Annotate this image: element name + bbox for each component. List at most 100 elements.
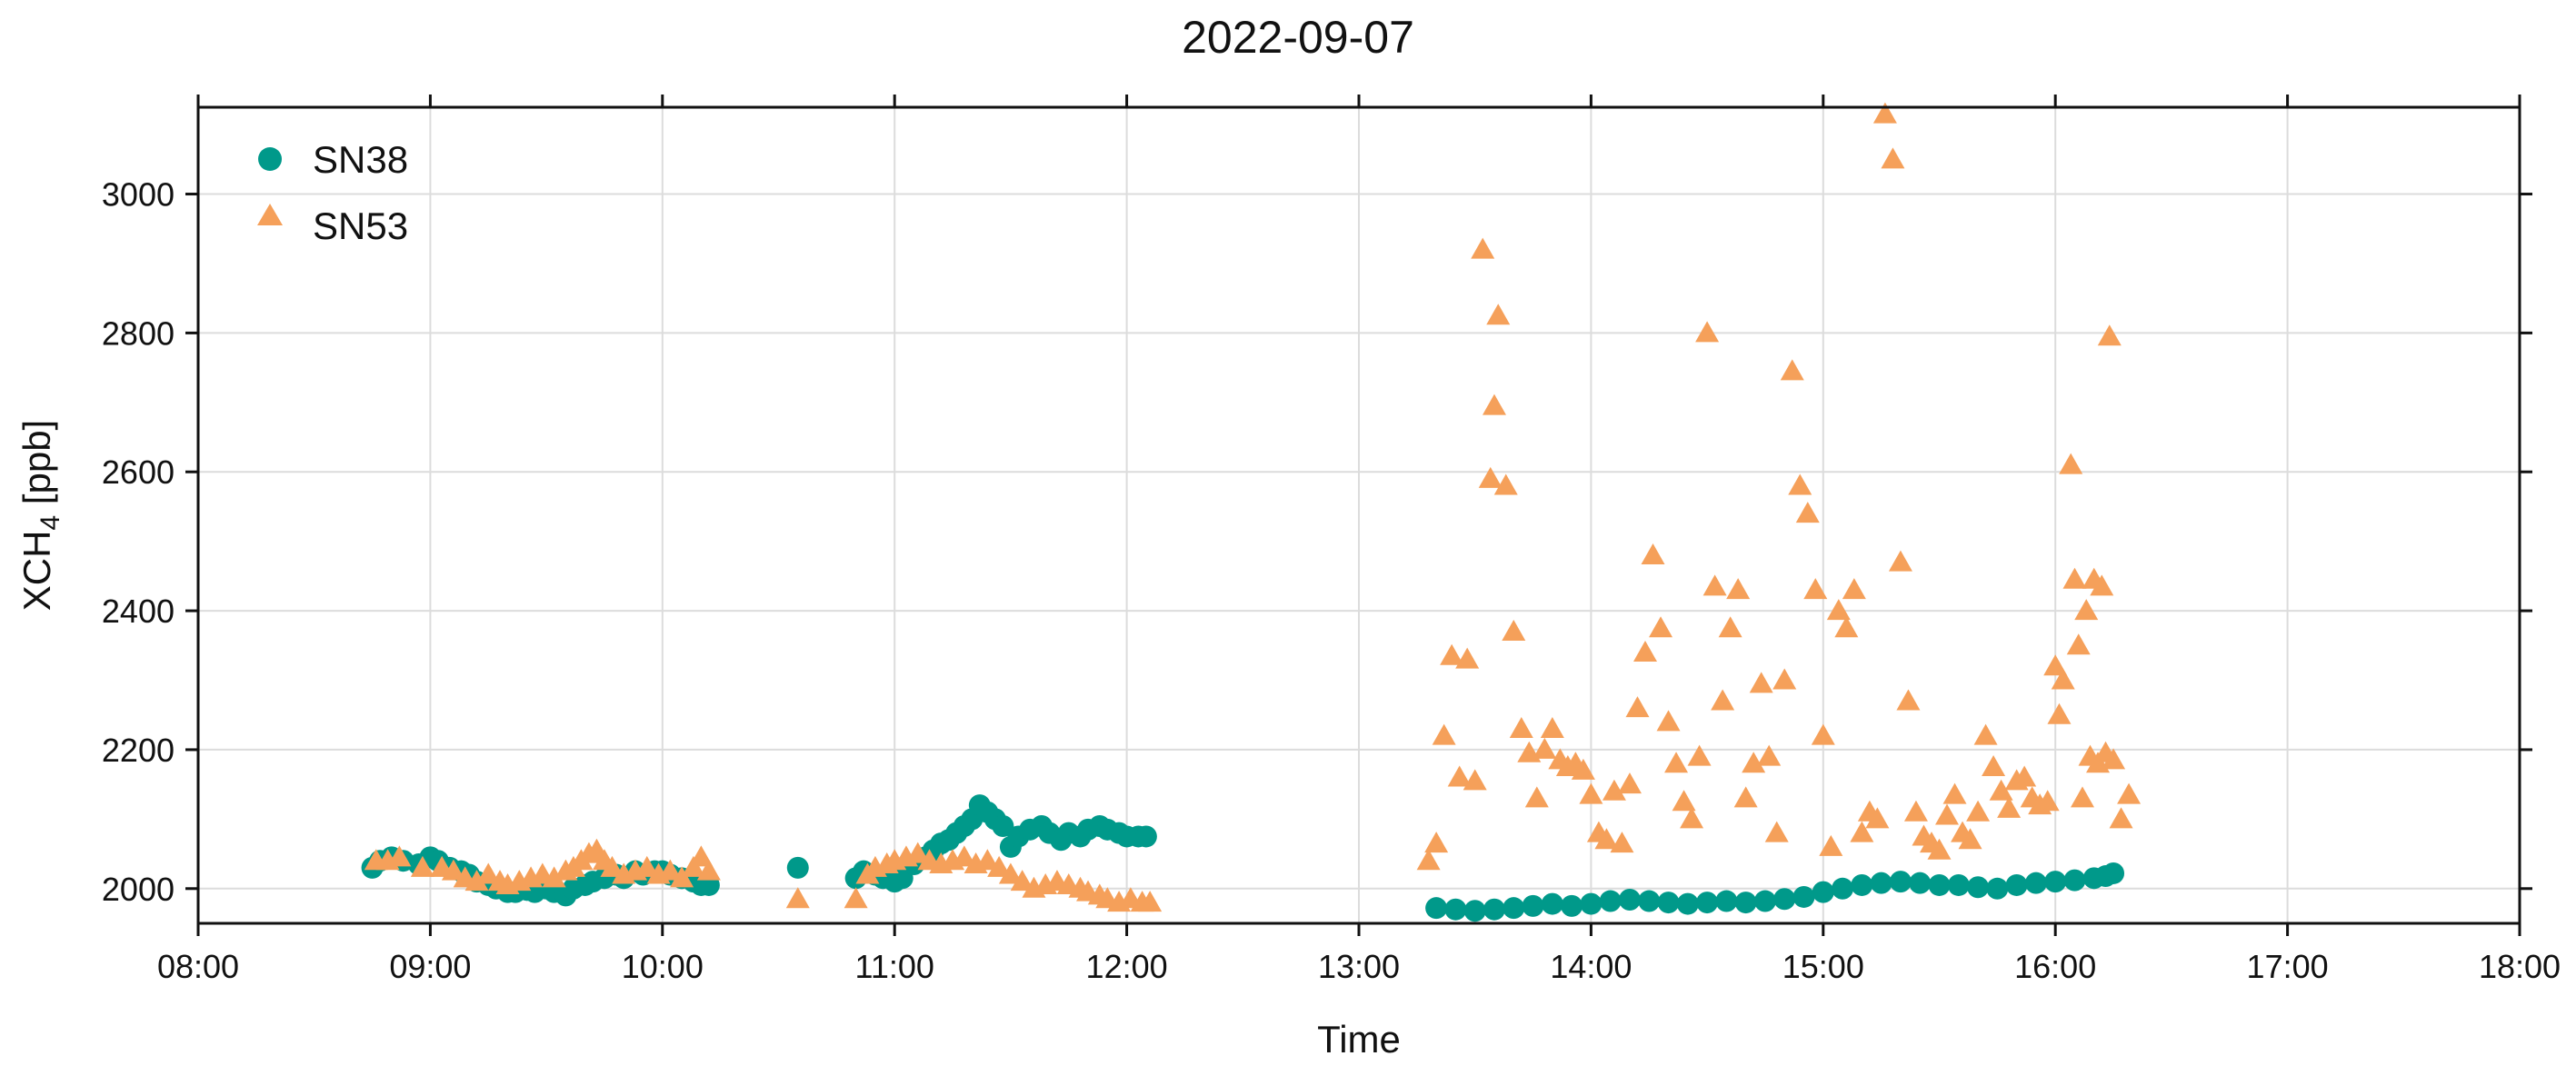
point-sn53: [696, 859, 721, 881]
point-sn53: [1509, 717, 1533, 739]
y-axis-label-main: XCH: [15, 531, 58, 612]
point-sn38: [1967, 876, 1990, 899]
point-sn38: [1734, 892, 1757, 914]
point-sn38: [1580, 892, 1603, 915]
point-sn53: [476, 862, 501, 884]
point-sn53: [1726, 578, 1751, 600]
point-sn53: [1811, 723, 1835, 745]
point-sn53: [1819, 834, 1843, 856]
x-tick-label: 09:00: [389, 948, 471, 985]
point-sn53: [1711, 689, 1735, 711]
point-sn53: [1602, 779, 1626, 801]
point-sn53: [1973, 723, 1998, 745]
point-sn53: [998, 862, 1023, 884]
x-tick-label: 14:00: [1550, 948, 1632, 985]
legend-marker-sn53: [257, 204, 283, 225]
legend-label-sn38: SN38: [313, 138, 408, 181]
point-sn38: [1503, 897, 1525, 920]
y-tick-label: 2200: [102, 732, 175, 769]
point-sn53: [1610, 832, 1634, 853]
y-tick-label: 2800: [102, 314, 175, 352]
point-sn53: [1702, 574, 1727, 596]
point-sn53: [1571, 758, 1595, 780]
point-sn38: [1753, 890, 1776, 912]
point-sn53: [1788, 473, 1812, 495]
point-sn53: [785, 887, 810, 909]
point-sn53: [1958, 828, 1982, 850]
point-sn38: [1947, 873, 1970, 896]
point-sn38: [1773, 888, 1796, 911]
x-tick-label: 08:00: [157, 948, 239, 985]
point-sn53: [2109, 807, 2133, 829]
point-sn53: [1680, 807, 1704, 829]
point-sn53: [410, 855, 434, 877]
point-sn53: [2062, 567, 2087, 589]
point-sn53: [844, 887, 868, 909]
point-sn53: [1478, 466, 1503, 488]
point-sn53: [1579, 782, 1603, 804]
gridlines: [197, 107, 2521, 923]
point-sn53: [1718, 616, 1742, 638]
point-sn38: [1889, 871, 1912, 893]
data-points: [361, 102, 2142, 922]
point-sn53: [1641, 543, 1665, 564]
point-sn38: [1851, 873, 1873, 896]
point-sn38: [992, 815, 1014, 838]
point-sn53: [1594, 828, 1619, 850]
point-sn53: [905, 842, 930, 863]
point-sn38: [1463, 900, 1486, 922]
point-sn53: [1482, 394, 1506, 415]
x-tick-label: 12:00: [1086, 948, 1168, 985]
point-sn53: [1695, 321, 1720, 343]
point-sn53: [1733, 786, 1758, 808]
point-sn53: [1850, 821, 1874, 842]
point-sn53: [1749, 672, 1773, 693]
x-axis-label: Time: [1317, 1018, 1401, 1061]
legend-label-sn53: SN53: [313, 204, 408, 247]
point-sn53: [2012, 765, 2037, 787]
point-sn53: [1524, 786, 1549, 808]
point-sn38: [2063, 869, 2086, 892]
x-tick-label: 18:00: [2479, 948, 2561, 985]
point-sn38: [1986, 877, 2009, 900]
point-sn53: [387, 845, 412, 867]
point-sn53: [441, 859, 465, 881]
point-sn53: [1989, 779, 2013, 801]
point-sn38: [1638, 890, 1661, 912]
y-tick-label: 2600: [102, 453, 175, 491]
point-sn53: [1764, 821, 1789, 842]
point-sn53: [634, 855, 659, 877]
point-sn53: [1664, 752, 1689, 773]
point-sn53: [2043, 654, 2068, 676]
point-sn38: [1792, 885, 1815, 908]
point-sn53: [1493, 473, 1518, 495]
point-sn53: [1010, 870, 1034, 892]
y-axis-label-subscript: 4: [35, 515, 65, 531]
point-sn38: [1599, 890, 1622, 912]
chart-title: 2022-09-07: [1182, 12, 1414, 63]
y-axis-label-unit: [ppb]: [15, 420, 58, 515]
point-sn53: [1632, 640, 1657, 662]
point-sn38: [1870, 872, 1892, 894]
point-sn53: [2090, 574, 2114, 596]
point-sn38: [1696, 892, 1719, 914]
point-sn53: [2074, 599, 2099, 621]
point-sn53: [1872, 102, 1897, 124]
point-sn53: [1903, 800, 1928, 822]
point-sn53: [1896, 689, 1921, 711]
point-sn53: [542, 866, 566, 888]
point-sn53: [1772, 668, 1797, 690]
point-sn38: [1134, 825, 1157, 848]
point-sn38: [1425, 897, 1448, 920]
point-sn53: [2066, 633, 2091, 655]
point-sn38: [1618, 889, 1641, 912]
point-sn53: [952, 845, 976, 867]
point-sn53: [1533, 737, 1557, 759]
x-tick-label: 11:00: [854, 948, 934, 985]
point-sn53: [2102, 748, 2126, 770]
point-sn53: [1795, 502, 1820, 523]
point-sn53: [1780, 359, 1804, 381]
y-axis-label: XCH4 [ppb]: [15, 420, 65, 611]
point-sn53: [2047, 702, 2072, 724]
point-sn53: [1888, 550, 1912, 572]
